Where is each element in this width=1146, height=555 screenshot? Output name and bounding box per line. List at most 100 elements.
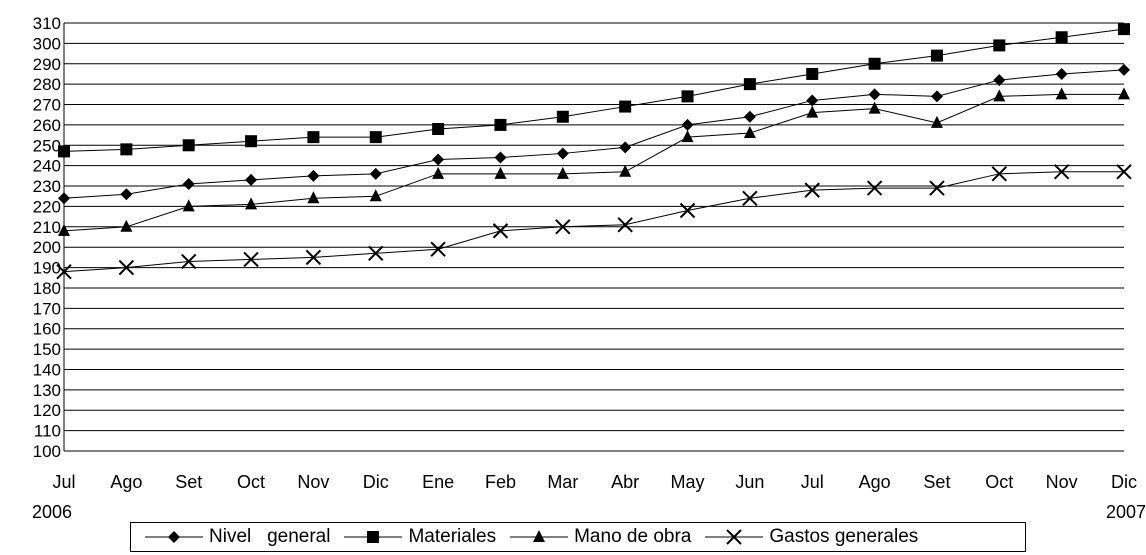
series-line-2	[63, 93, 1124, 232]
legend-label-0: Nivel general	[209, 526, 331, 547]
series-0-point-13	[868, 88, 881, 101]
series-3-point-8	[555, 219, 571, 235]
x-tick-label-5: Dic	[363, 472, 389, 492]
series-2-point-16	[1055, 87, 1068, 100]
y-tick-label-170: 170	[33, 299, 61, 318]
y-tick-label-190: 190	[33, 259, 61, 278]
series-0-point-1	[120, 188, 133, 201]
series-1-point-3	[245, 135, 258, 148]
series-0-point-8	[556, 147, 569, 160]
series-3-point-12	[804, 182, 820, 198]
x-year-label-start: 2006	[32, 502, 72, 520]
series-2-point-7	[494, 166, 507, 179]
y-tick-label-150: 150	[33, 340, 61, 359]
series-2-point-8	[556, 166, 569, 179]
series-1-point-9	[619, 100, 632, 113]
line-chart: 1001101201301401501601701801902002102202…	[32, 14, 1146, 520]
x-tick-label-2: Set	[175, 472, 202, 492]
series-1-point-15	[993, 39, 1006, 52]
legend-swatch-0	[145, 531, 203, 543]
x-tick-label-7: Feb	[485, 472, 516, 492]
x-tick-label-1: Ago	[110, 472, 142, 492]
series-2-point-10	[681, 130, 694, 143]
y-tick-label-110: 110	[34, 422, 61, 441]
y-tick-label-260: 260	[33, 116, 61, 135]
y-tick-label-120: 120	[33, 401, 61, 420]
legend-item-3: Gastos generales	[703, 526, 918, 548]
y-tick-label-280: 280	[33, 75, 61, 94]
series-1-point-4	[307, 131, 320, 144]
series-3-point-16	[1053, 164, 1070, 180]
series-2-point-13	[868, 101, 881, 114]
legend-label-2: Mano de obra	[574, 526, 692, 547]
series-1-point-2	[182, 139, 195, 152]
series-3-point-15	[991, 166, 1007, 182]
x-tick-label-3: Oct	[237, 472, 265, 492]
series-1-point-13	[868, 57, 881, 70]
y-tick-label-270: 270	[33, 96, 61, 115]
series-line-1	[63, 28, 1125, 152]
x-tick-label-0: Jul	[52, 472, 75, 492]
series-3-point-11	[742, 190, 758, 206]
series-1-point-6	[432, 122, 445, 135]
x-tick-label-11: Jun	[735, 472, 764, 492]
legend-marker-2	[533, 530, 546, 542]
x-year-label-end: 2007	[1106, 502, 1146, 520]
series-0-point-17	[1118, 63, 1130, 76]
series-1-point-0	[58, 145, 70, 158]
series-2-point-15	[993, 89, 1006, 102]
legend-swatch-3	[705, 529, 764, 545]
series-1-point-17	[1118, 23, 1130, 36]
legend-marker-1	[367, 531, 380, 543]
legend-item-0: Nivel general	[143, 526, 330, 548]
series-3-point-3	[243, 251, 259, 268]
series-3-point-4	[305, 249, 322, 266]
series-0-point-16	[1055, 67, 1068, 80]
series-0-point-12	[806, 94, 819, 107]
y-tick-label-300: 300	[33, 34, 61, 53]
y-tick-label-310: 310	[33, 14, 61, 33]
x-tick-label-13: Ago	[859, 472, 891, 492]
series-0-point-4	[307, 169, 320, 182]
legend-label-1: Materiales	[408, 526, 497, 547]
series-3-point-13	[866, 180, 883, 196]
x-tick-label-10: May	[671, 472, 705, 492]
series-1-point-10	[681, 90, 694, 103]
y-tick-label-230: 230	[33, 177, 61, 196]
x-tick-label-12: Jul	[801, 472, 824, 492]
x-tick-label-15: Oct	[985, 472, 1013, 492]
series-3-point-17	[1116, 164, 1132, 180]
series-0-point-14	[930, 90, 943, 103]
legend-item-1: Materiales	[342, 526, 496, 548]
series-2-point-17	[1118, 87, 1130, 100]
series-1-point-8	[556, 110, 569, 123]
series-2-point-0	[58, 223, 70, 236]
y-tick-label-130: 130	[33, 381, 61, 400]
series-3-point-9	[617, 217, 633, 233]
series-3-point-5	[368, 245, 384, 262]
y-tick-label-180: 180	[33, 279, 61, 298]
chart-legend: Nivel general Materiales Mano de obra Gasto…	[130, 522, 1026, 552]
x-tick-label-4: Nov	[297, 472, 329, 492]
x-tick-label-14: Set	[923, 472, 950, 492]
series-0-point-3	[245, 173, 258, 186]
series-2-point-6	[432, 166, 445, 179]
y-tick-label-140: 140	[33, 360, 61, 379]
series-line-0	[63, 69, 1125, 199]
series-1-point-7	[494, 118, 507, 131]
x-tick-label-9: Abr	[611, 472, 639, 492]
series-0-point-2	[182, 178, 195, 191]
series-2-point-11	[743, 126, 756, 139]
y-tick-label-240: 240	[33, 157, 61, 176]
legend-label-3: Gastos generales	[769, 526, 919, 547]
y-tick-label-160: 160	[33, 320, 61, 339]
series-0-point-5	[369, 167, 382, 180]
series-2-point-1	[120, 219, 133, 232]
series-2-point-4	[307, 191, 320, 204]
series-1-point-16	[1055, 31, 1068, 44]
series-1-point-14	[930, 49, 943, 62]
series-0-point-11	[743, 110, 756, 123]
legend-swatch-1	[344, 531, 403, 543]
series-3-point-10	[679, 202, 696, 219]
series-0-point-15	[993, 74, 1006, 87]
